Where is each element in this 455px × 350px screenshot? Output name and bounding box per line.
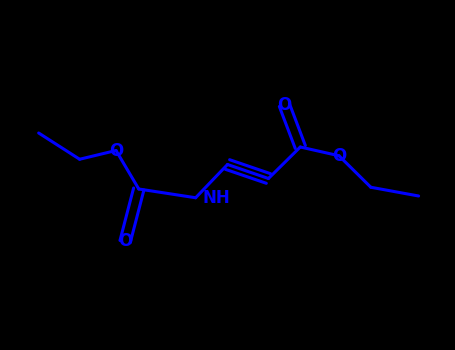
Text: O: O [118,232,132,251]
Text: O: O [277,96,292,114]
Text: O: O [332,147,346,165]
Text: NH: NH [202,189,230,207]
Text: O: O [109,141,123,160]
